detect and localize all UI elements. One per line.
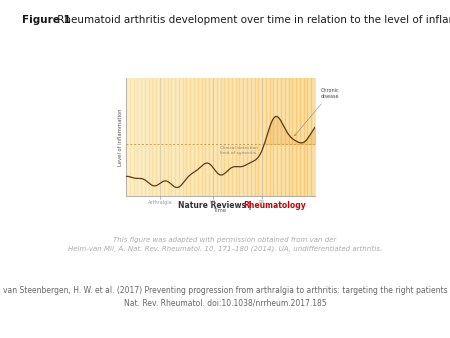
- Text: Nature Reviews |: Nature Reviews |: [178, 201, 254, 210]
- Y-axis label: Level of inflammation: Level of inflammation: [118, 108, 123, 166]
- Text: Figure 1: Figure 1: [22, 15, 70, 25]
- Text: This figure was adapted with permission obtained from van der
Helm-van Mil, A. N: This figure was adapted with permission …: [68, 237, 382, 252]
- Text: Clinical detection
limit of synovitis: Clinical detection limit of synovitis: [220, 146, 258, 155]
- Text: van Steenbergen, H. W. et al. (2017) Preventing progression from arthralgia to a: van Steenbergen, H. W. et al. (2017) Pre…: [3, 286, 447, 308]
- Text: Rheumatology: Rheumatology: [243, 201, 306, 210]
- X-axis label: Time: Time: [214, 208, 227, 213]
- Text: Chronic
disease: Chronic disease: [294, 88, 339, 136]
- Text: Rheumatoid arthritis development over time in relation to the level of inflammat: Rheumatoid arthritis development over ti…: [54, 15, 450, 25]
